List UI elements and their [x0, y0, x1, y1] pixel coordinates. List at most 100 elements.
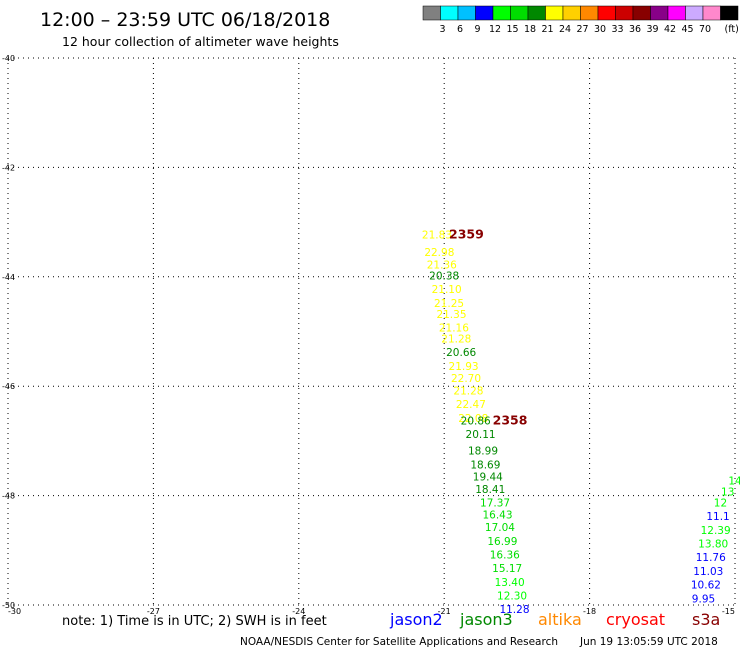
wave-height-value: 22.98 [424, 247, 454, 259]
wave-height-value: 18.69 [470, 459, 500, 471]
wave-height-value: 12 [714, 498, 727, 510]
wave-height-value: 20.11 [466, 429, 496, 441]
wave-height-value: 19.44 [473, 471, 503, 483]
legend-swatch [510, 5, 529, 21]
latitude-label: -48 [2, 492, 15, 501]
legend-swatch [457, 5, 476, 21]
axis-labels: -40 -42 -44 -46 -48 -50-30 -27 -24 -21 -18 -15 [2, 54, 735, 616]
legend-label: 21 [541, 24, 553, 35]
latitude-label: -40 [2, 54, 15, 63]
legend-swatch [475, 5, 494, 21]
wave-height-value: 21.25 [434, 298, 464, 310]
legend-label: 36 [629, 24, 641, 35]
legend-label: 9 [474, 24, 480, 35]
map-title: 12:00 – 23:59 UTC 06/18/2018 [40, 9, 330, 31]
wave-height-value: 11.03 [693, 566, 723, 578]
legend-label: 6 [457, 24, 463, 35]
longitude-label: -30 [8, 607, 21, 616]
map-subtitle: 12 hour collection of altimeter wave hei… [62, 34, 339, 49]
wave-height-value: 11.1 [706, 511, 729, 523]
legend-label: 33 [611, 24, 623, 35]
latitude-label: -44 [2, 273, 15, 282]
wave-height-value: 21.28 [441, 333, 471, 345]
pass-time-label: 2359 [449, 227, 484, 242]
wave-height-value: 12.30 [497, 591, 527, 603]
legend-swatch [615, 5, 634, 21]
wave-height-value: 22.70 [451, 373, 481, 385]
longitude-label: -18 [583, 607, 596, 616]
wave-height-value: 21.36 [427, 260, 457, 272]
legend-swatch [492, 5, 511, 21]
satellite-jason3: jason3 [459, 610, 513, 629]
pass-time-labels: 2359 2358 [449, 227, 527, 428]
wave-height-value: 16.36 [490, 550, 520, 562]
wave-height-value: 22.08 [458, 413, 488, 425]
wave-height-color-legend: 3 6 9 12 15 18 21 24 27 30 33 36 39 42 45 70 (ft) [422, 5, 739, 35]
legend-label: 27 [576, 24, 588, 35]
longitude-label: -27 [147, 607, 160, 616]
wave-height-value: 17.37 [480, 498, 510, 510]
satellite-s3a: s3a [692, 610, 720, 629]
wave-height-value: 22.47 [456, 399, 486, 411]
legend-swatch [597, 5, 616, 21]
legend-label: 39 [646, 24, 658, 35]
wave-height-value: 15.17 [492, 563, 522, 575]
longitude-label: -24 [292, 607, 305, 616]
latitude-label: -46 [2, 382, 15, 391]
legend-swatch [527, 5, 546, 21]
legend-label: 15 [506, 24, 518, 35]
longitude-label: -21 [438, 607, 451, 616]
wave-height-value: 12.39 [701, 525, 731, 537]
wave-height-value: 20.86 [461, 415, 491, 427]
legend-swatch [562, 5, 581, 21]
legend-swatch [545, 5, 564, 21]
wave-height-value: 18.99 [468, 446, 498, 458]
wave-height-value: 21.16 [439, 323, 469, 335]
legend-unit: (ft) [725, 24, 739, 35]
legend-swatch [702, 5, 721, 21]
wave-height-value: 20.38 [429, 271, 459, 283]
legend-swatch [422, 5, 441, 21]
satellite-altika: altika [538, 610, 582, 629]
satellite-legend: jason2 jason3 altika cryosat s3a [389, 610, 720, 629]
wave-height-value: 18.41 [475, 484, 505, 496]
legend-label: 24 [559, 24, 571, 35]
wave-height-value: 16.43 [482, 510, 512, 522]
wave-height-value: 21.28 [453, 385, 483, 397]
legend-label: 42 [664, 24, 676, 35]
legend-label: 18 [524, 24, 536, 35]
wave-height-value: 21.93 [449, 361, 479, 373]
wave-height-value: 16.99 [487, 536, 517, 548]
wave-height-value: 13.80 [698, 539, 728, 551]
latitude-label: -42 [2, 163, 15, 172]
wave-height-value: 11.28 [499, 604, 529, 616]
wave-height-value: 10.62 [691, 580, 721, 592]
legend-swatch [440, 5, 459, 21]
footer-note: note: 1) Time is in UTC; 2) SWH is in fe… [62, 614, 327, 629]
latitude-label: -50 [2, 601, 15, 610]
legend-swatch [580, 5, 599, 21]
wave-height-value: 13.40 [495, 577, 525, 589]
wave-height-value: 11.76 [696, 552, 726, 564]
footer-credit: NOAA/NESDIS Center for Satellite Applica… [240, 636, 558, 648]
wave-height-value: 13 [721, 487, 734, 499]
legend-label: 3 [439, 24, 445, 35]
wave-height-value: 17.04 [485, 522, 515, 534]
longitude-label: -15 [722, 607, 735, 616]
legend-swatch [720, 5, 739, 21]
legend-swatch [685, 5, 704, 21]
wave-height-value: 21.35 [436, 309, 466, 321]
wave-height-value: 21.10 [432, 284, 462, 296]
lat-lon-grid [7, 57, 736, 606]
wave-height-value: 14 [728, 476, 740, 488]
legend-swatch [632, 5, 651, 21]
legend-swatch [650, 5, 669, 21]
legend-swatch [667, 5, 686, 21]
legend-label: 70 [699, 24, 711, 35]
wave-height-value: 21.83 [422, 230, 452, 242]
wave-height-value: 20.66 [446, 347, 476, 359]
legend-label: 30 [594, 24, 606, 35]
footer-timestamp: Jun 19 13:05:59 UTC 2018 [579, 636, 718, 648]
